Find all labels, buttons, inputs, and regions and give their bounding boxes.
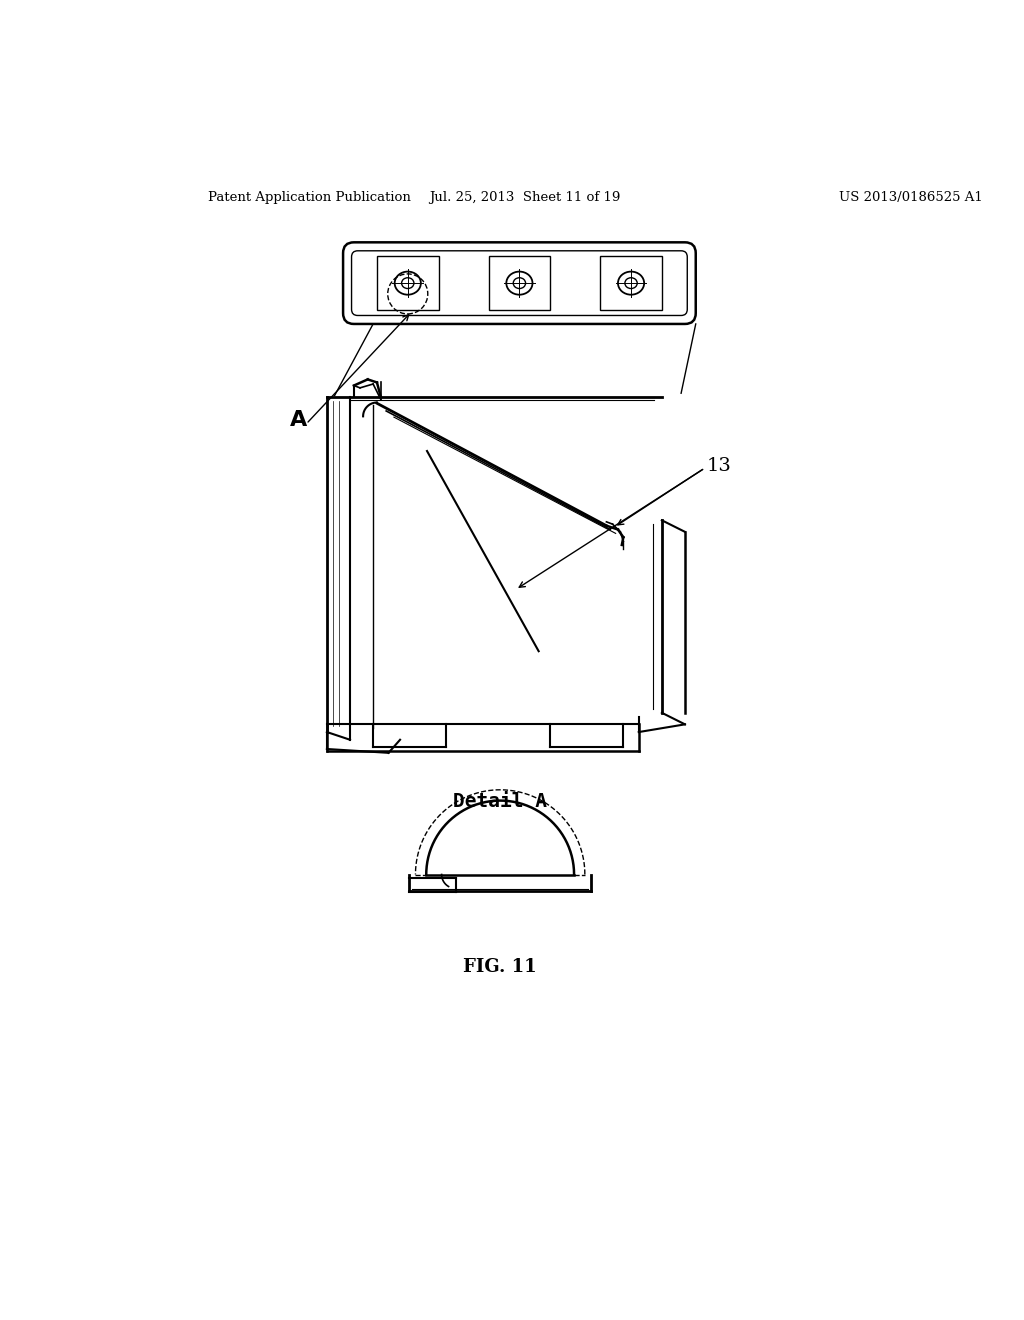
Ellipse shape bbox=[625, 277, 637, 289]
Ellipse shape bbox=[394, 272, 421, 294]
FancyBboxPatch shape bbox=[488, 256, 550, 310]
Text: Detail A: Detail A bbox=[454, 792, 547, 810]
Ellipse shape bbox=[506, 272, 532, 294]
Ellipse shape bbox=[513, 277, 525, 289]
Ellipse shape bbox=[617, 272, 644, 294]
Text: Patent Application Publication: Patent Application Publication bbox=[208, 190, 411, 203]
FancyBboxPatch shape bbox=[343, 243, 695, 323]
FancyBboxPatch shape bbox=[351, 251, 687, 315]
Text: US 2013/0186525 A1: US 2013/0186525 A1 bbox=[839, 190, 983, 203]
Text: A: A bbox=[290, 411, 307, 430]
Text: 13: 13 bbox=[707, 458, 731, 475]
FancyBboxPatch shape bbox=[600, 256, 662, 310]
FancyBboxPatch shape bbox=[377, 256, 438, 310]
Ellipse shape bbox=[401, 277, 414, 289]
Text: Jul. 25, 2013  Sheet 11 of 19: Jul. 25, 2013 Sheet 11 of 19 bbox=[429, 190, 621, 203]
Text: FIG. 11: FIG. 11 bbox=[463, 958, 537, 975]
